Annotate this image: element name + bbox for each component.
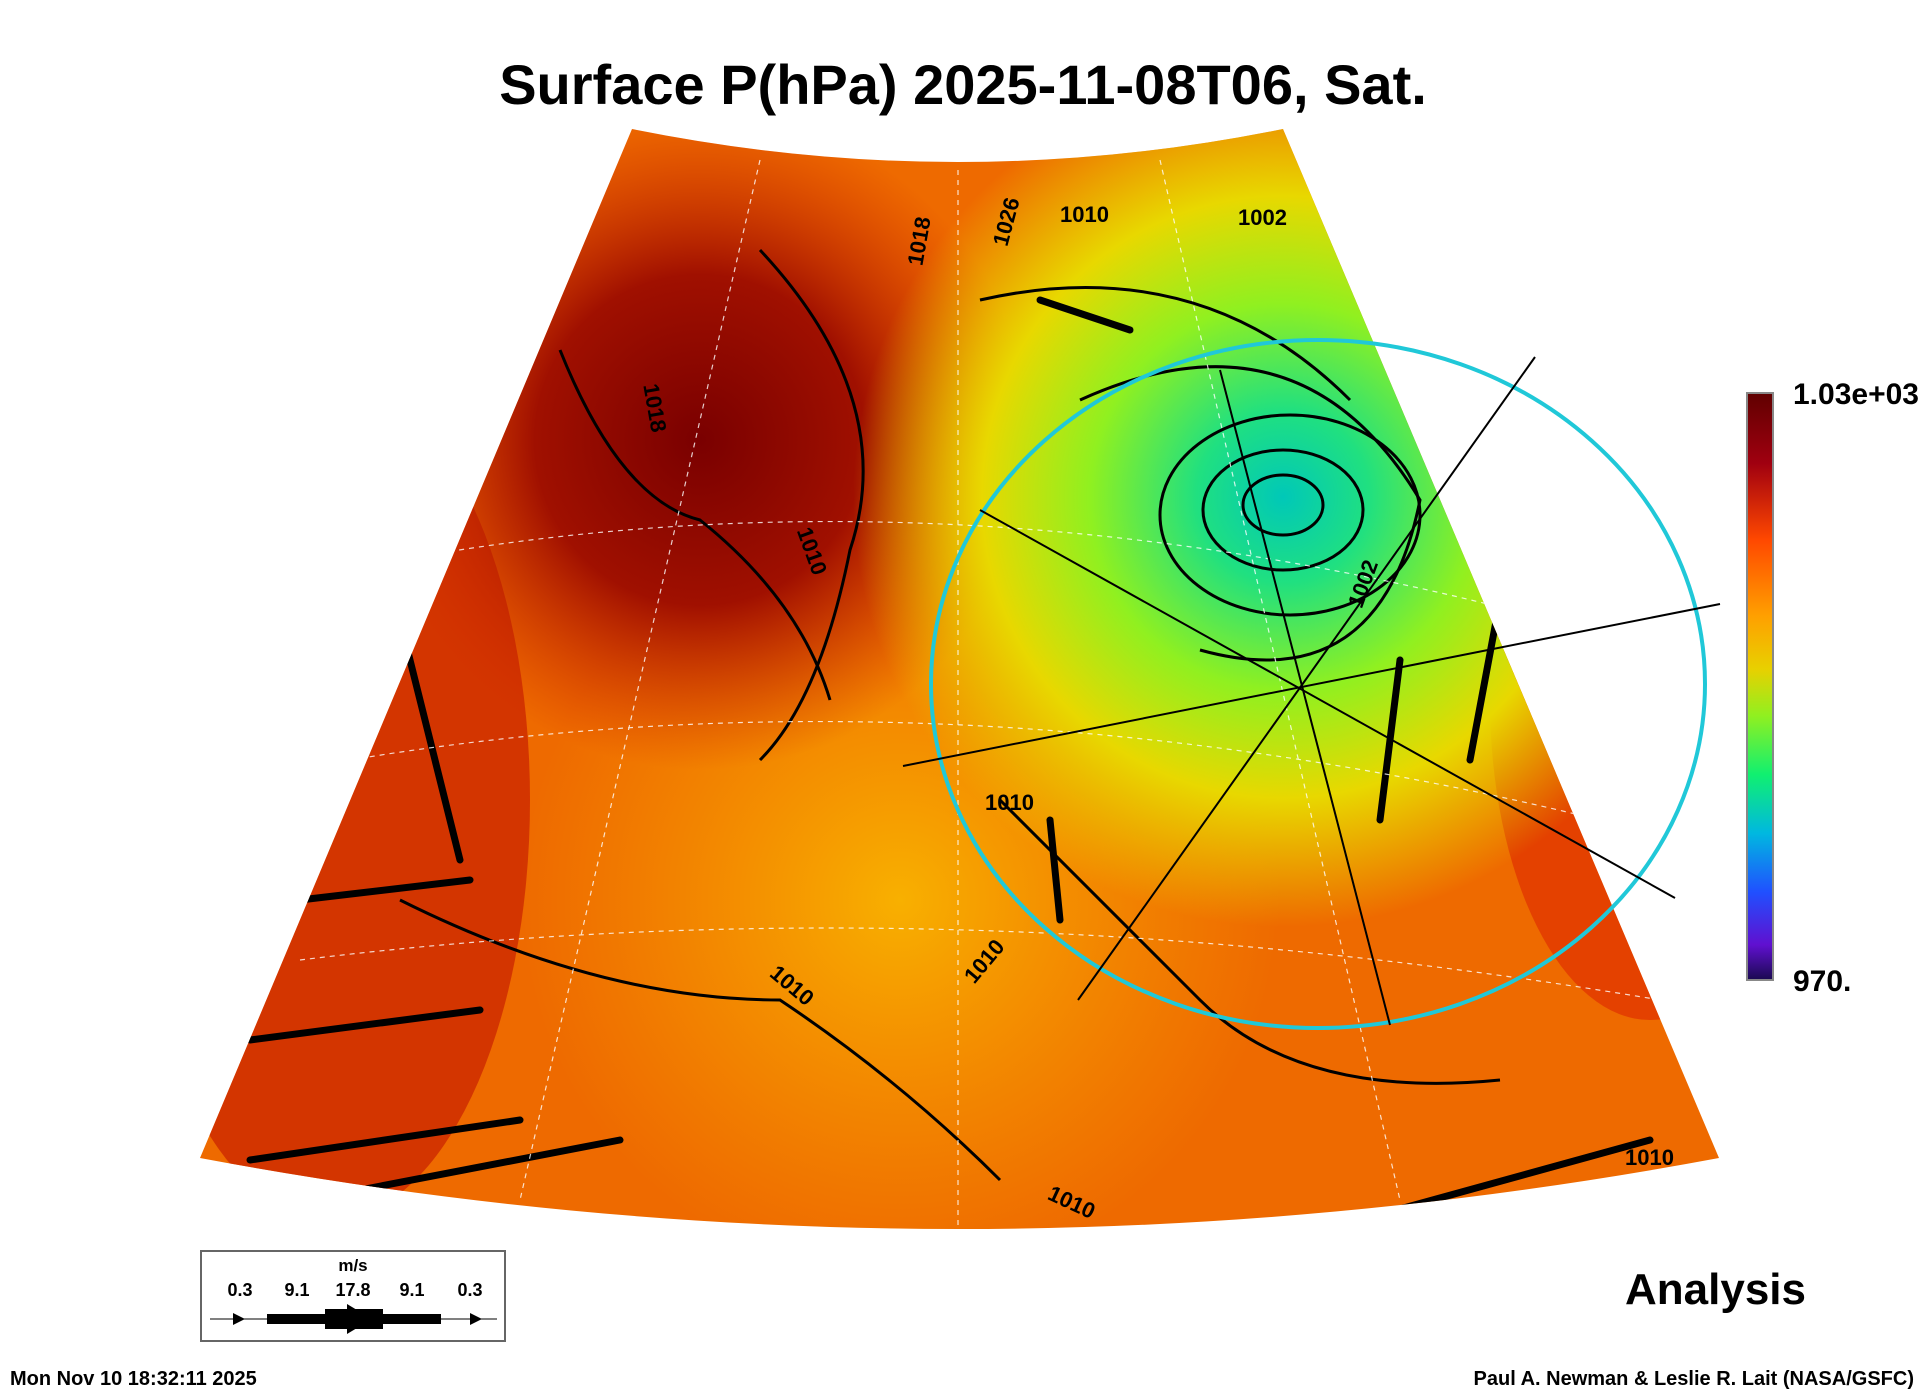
wind-legend-arrow-icon (210, 1304, 497, 1334)
pressure-field (200, 129, 1719, 1229)
wind-speed-legend: m/s 0.3 9.1 17.8 9.1 0.3 (200, 1250, 506, 1342)
graticule (299, 159, 1661, 1229)
analysis-label: Analysis (1625, 1265, 1806, 1314)
isobars (399, 248, 1702, 1182)
wind-legend-value: 0.3 (227, 1280, 253, 1300)
svg-text:1010: 1010 (1625, 1145, 1674, 1170)
footer-timestamp: Mon Nov 10 18:32:11 2025 (10, 1368, 257, 1390)
svg-text:1010: 1010 (985, 790, 1034, 815)
footer-credit: Paul A. Newman & Leslie R. Lait (NASA/GS… (1473, 1368, 1914, 1390)
svg-text:1010: 1010 (1060, 202, 1109, 227)
wind-legend-value: 9.1 (284, 1280, 310, 1300)
wind-vectors (246, 296, 1654, 1224)
colorbar-max-label: 1.03e+03 (1793, 378, 1919, 411)
chart-title: Surface P(hPa) 2025-11-08T06, Sat. (499, 53, 1427, 116)
wind-legend-units: m/s (338, 1256, 368, 1275)
wind-legend-value: 9.1 (399, 1280, 425, 1300)
colorbar-min-label: 970. (1793, 965, 1852, 998)
wind-legend-value: 0.3 (457, 1280, 483, 1300)
low-tracking-circle (929, 338, 1707, 1030)
cross-section-lines (902, 356, 1721, 1026)
colorbar (1746, 392, 1774, 981)
svg-text:1002: 1002 (1238, 205, 1287, 230)
wind-legend-value: 17.8 (335, 1280, 371, 1300)
